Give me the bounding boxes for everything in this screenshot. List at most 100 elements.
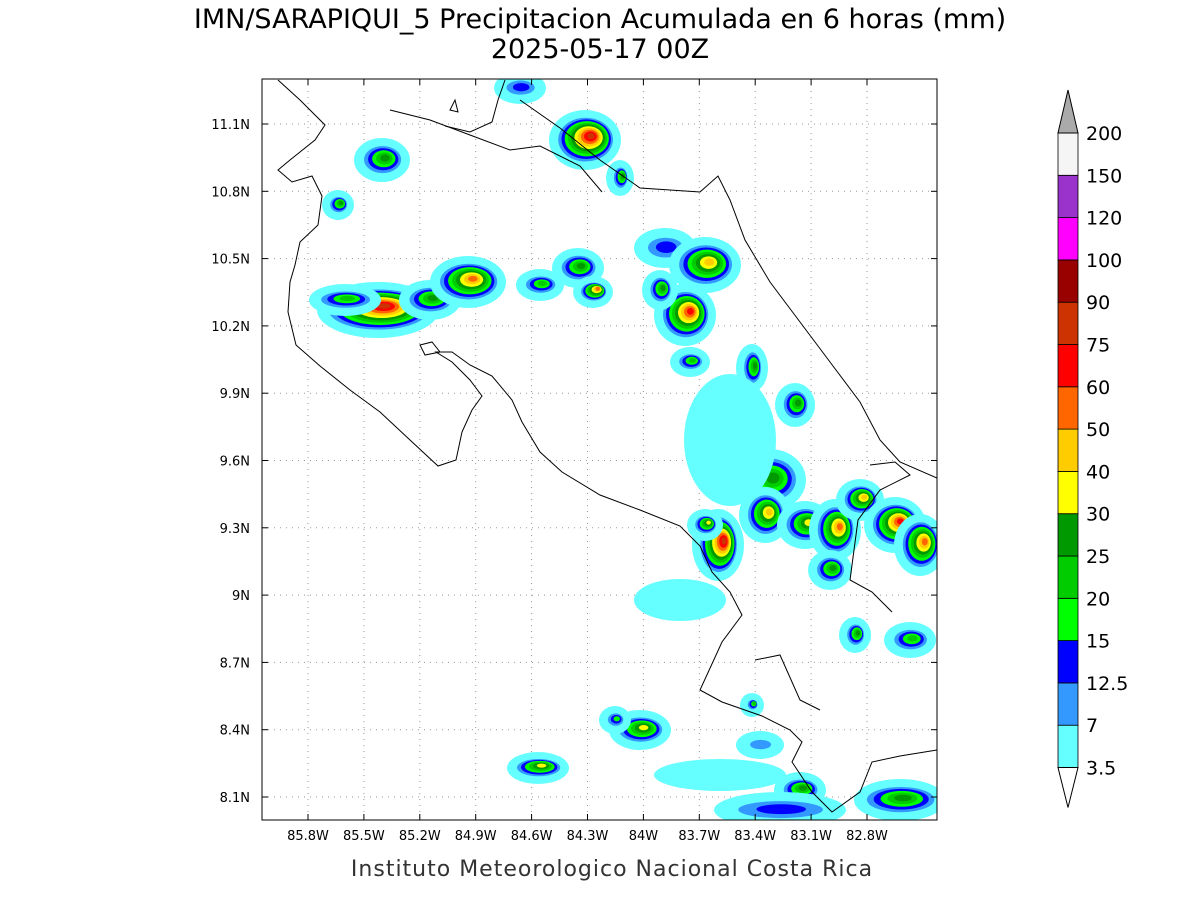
precip-contour (836, 523, 843, 531)
colorbar-segment (1057, 428, 1079, 472)
precip-contour (704, 258, 715, 266)
lon-tick-label: 84.6W (511, 829, 553, 844)
precip-contour (638, 724, 649, 731)
lon-tick-label: 85.2W (399, 829, 441, 844)
colorbar-label: 20 (1086, 588, 1110, 610)
lon-tick-label: 85.8W (287, 829, 329, 844)
colorbar-segment (1057, 555, 1079, 599)
lon-tick-label: 83.7W (678, 829, 720, 844)
colorbar-label: 120 (1086, 208, 1122, 230)
precip-contour (766, 472, 780, 484)
colorbar-label: 150 (1086, 165, 1122, 187)
precipitation (309, 79, 937, 820)
lat-tick-label: 10.5N (211, 253, 250, 268)
colorbar-segment (1057, 682, 1079, 726)
caribbean-coast (444, 79, 937, 479)
colorbar-label: 40 (1086, 461, 1110, 483)
lat-tick-label: 8.4N (220, 724, 250, 739)
precip-contour (894, 794, 912, 802)
grid (262, 79, 937, 820)
precip-contour (512, 83, 530, 92)
colorbar-segment (1057, 174, 1079, 219)
colorbar-segment (1057, 132, 1079, 176)
colorbar-label: 75 (1086, 335, 1110, 357)
precip-contour (706, 520, 711, 525)
colorbar-label: 7 (1086, 715, 1098, 737)
precip-contour (595, 286, 600, 291)
colorbar-over (1057, 89, 1079, 134)
pacific-coast (277, 79, 937, 813)
colorbar-segment (1057, 724, 1079, 768)
footer: Instituto Meteorologico Nacional Costa R… (351, 857, 873, 882)
precip-contour (794, 399, 802, 407)
precip-contour (654, 759, 786, 791)
colorbar-under (1057, 767, 1079, 808)
lat-tick-label: 9.3N (220, 522, 250, 537)
precip-contour (655, 241, 677, 253)
precip-contour (339, 295, 356, 301)
colorbar-segment (1057, 217, 1079, 261)
coastlines (277, 79, 937, 813)
axis-ticks: 11.1N 10.8N 10.5N 10.2N 9.9N 9.6N 9.3N 9N 8.7N 8.… (211, 79, 937, 844)
precip-contour (684, 374, 776, 506)
precip-contour (613, 716, 620, 722)
precip-contour (536, 763, 547, 768)
lat-tick-label: 9N (232, 589, 250, 604)
colorbar-label: 90 (1086, 292, 1110, 314)
colorbar-label: 200 (1086, 123, 1122, 145)
precip-contour (587, 133, 595, 139)
colorbar-segment (1057, 386, 1079, 430)
lat-tick-label: 10.8N (211, 185, 250, 200)
precip-contour (380, 154, 390, 162)
lat-tick-label: 9.6N (220, 455, 250, 470)
precip-contour (756, 804, 806, 815)
colorbar: 3.5 7 12.5 15 20 25 30 40 50 60 75 90 100 120 150 200 (1057, 89, 1128, 808)
lon-tick-label: 82.8W (846, 829, 888, 844)
map-frame (261, 78, 938, 821)
precip-contour (921, 538, 928, 546)
colorbar-segment (1057, 470, 1079, 515)
lon-tick-label: 84.3W (567, 829, 609, 844)
lon-tick-label: 83.1W (790, 829, 832, 844)
lat-tick-label: 8.1N (220, 791, 250, 806)
colorbar-label: 60 (1086, 377, 1110, 399)
colorbar-segment (1057, 513, 1079, 557)
precip-contour (765, 508, 773, 516)
precip-contour (687, 308, 694, 315)
lat-tick-label: 9.9N (220, 387, 250, 402)
lat-tick-label: 11.1N (211, 118, 250, 133)
colorbar-label: 3.5 (1086, 758, 1116, 780)
colorbar-segment (1057, 344, 1079, 388)
lat-tick-label: 8.7N (220, 656, 250, 671)
precip-contour (427, 294, 439, 302)
lon-tick-label: 84W (629, 829, 659, 844)
precip-contour (537, 280, 548, 286)
precip-contour (855, 630, 861, 636)
precip-contour (338, 201, 344, 205)
precip-contour (634, 579, 726, 621)
precip-contour (660, 284, 666, 292)
precip-contour (688, 358, 697, 363)
precip-contour (861, 494, 868, 500)
precip-contour (752, 362, 758, 370)
subtitle: 2025-05-17 00Z (491, 34, 709, 65)
colorbar-label: 50 (1086, 419, 1110, 441)
colorbar-segment (1057, 301, 1079, 345)
precip-contour (798, 785, 808, 791)
border (389, 109, 911, 711)
colorbar-segment (1057, 640, 1079, 684)
precip-contour (576, 262, 586, 270)
precip-contour (752, 701, 757, 706)
colorbar-label: 15 (1086, 631, 1110, 653)
colorbar-segment (1057, 259, 1079, 303)
precip-contour (721, 537, 727, 545)
precip-contour (468, 275, 478, 282)
colorbar-segment (1057, 597, 1079, 641)
lon-tick-label: 85.5W (343, 829, 385, 844)
precip-contour (377, 303, 391, 309)
island (419, 98, 459, 356)
title: IMN/SARAPIQUI_5 Precipitacion Acumulada … (194, 4, 1006, 35)
precip-contour (907, 635, 918, 642)
colorbar-label: 100 (1086, 250, 1122, 272)
